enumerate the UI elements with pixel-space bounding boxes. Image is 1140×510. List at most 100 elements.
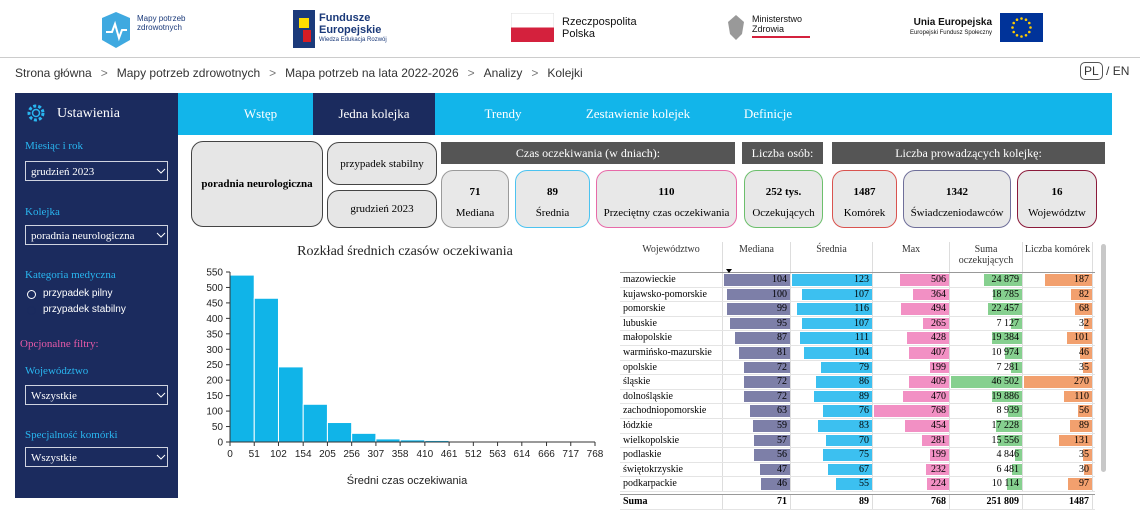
table-cell: dolnośląskie: [620, 390, 723, 404]
table-cell: 19 886: [950, 390, 1023, 404]
table-cell: 100: [723, 288, 791, 302]
table-cell: 68: [1023, 302, 1093, 316]
table-cell: 270: [1023, 375, 1093, 389]
table-cell: świętokrzyskie: [620, 463, 723, 477]
cell-text: 56: [1079, 405, 1089, 416]
breadcrumb-link[interactable]: Mapy potrzeb zdrowotnych: [117, 66, 260, 80]
cell-text: 87: [777, 332, 787, 343]
table-cell: 79: [791, 361, 873, 375]
field-label: Województwo: [25, 365, 88, 377]
column-header[interactable]: Liczba komórek: [1023, 242, 1093, 272]
table-cell: 89: [791, 495, 873, 509]
scrollbar[interactable]: [1101, 244, 1106, 472]
radio[interactable]: [27, 306, 36, 315]
cell-text: 6 481: [997, 464, 1020, 475]
cell-text: 224: [931, 478, 946, 489]
column-header[interactable]: Max: [873, 242, 950, 272]
bar: [303, 404, 327, 442]
cell-text: małopolskie: [623, 332, 672, 343]
section-title: Opcjonalne filtry:: [20, 338, 99, 350]
x-axis-label: Średni czas oczekiwania: [347, 474, 468, 487]
breadcrumb-link[interactable]: Mapa potrzeb na lata 2022-2026: [285, 66, 458, 80]
cell-text: kujawsko-pomorskie: [623, 289, 707, 300]
kpi-value: 110: [597, 186, 736, 198]
breadcrumb-current: Kolejki: [547, 66, 582, 80]
table-cell: 35: [1023, 361, 1093, 375]
select[interactable]: Wszystkie: [25, 447, 168, 467]
tab[interactable]: Definicje: [723, 93, 813, 135]
x-tick-label: 717: [562, 449, 579, 460]
field-label: Kolejka: [25, 206, 60, 218]
table-cell: warmińsko-mazurskie: [620, 346, 723, 360]
tab[interactable]: Zestawienie kolejek: [568, 93, 708, 135]
table-cell: 10 974: [950, 346, 1023, 360]
column-header[interactable]: Suma oczekujących: [950, 242, 1023, 272]
radio[interactable]: [27, 290, 36, 299]
table-cell: 768: [873, 404, 950, 418]
cell-text: zachodniopomorskie: [623, 405, 706, 416]
table-cell: 131: [1023, 434, 1093, 448]
table-cell: 8 939: [950, 404, 1023, 418]
cell-text: 409: [931, 376, 946, 387]
table-cell: wielkopolskie: [620, 434, 723, 448]
breadcrumb-link[interactable]: Analizy: [484, 66, 523, 80]
table-cell: 7 281: [950, 361, 1023, 375]
x-tick-label: 256: [343, 449, 360, 460]
select[interactable]: Wszystkie: [25, 385, 168, 405]
cell-text: 454: [931, 420, 946, 431]
sidebar: Ustawienia Miesiąc i rok grudzień 2023 K…: [15, 93, 178, 498]
table-cell: 454: [873, 419, 950, 433]
table-cell: śląskie: [620, 375, 723, 389]
table-cell: 4 846: [950, 448, 1023, 462]
breadcrumb-link[interactable]: Strona główna: [15, 66, 92, 80]
tab-active[interactable]: Jedna kolejka: [313, 93, 435, 135]
language-option[interactable]: EN: [1113, 64, 1130, 78]
x-tick-label: 358: [392, 449, 409, 460]
table-cell: 83: [791, 419, 873, 433]
x-tick-label: 666: [538, 449, 555, 460]
table-cell: 56: [1023, 404, 1093, 418]
select[interactable]: grudzień 2023: [25, 161, 168, 181]
table-cell: 506: [873, 273, 950, 287]
logo-icon: [98, 10, 134, 50]
table-cell: 76: [791, 404, 873, 418]
table-cell: małopolskie: [620, 331, 723, 345]
cell-text: 110: [1074, 391, 1089, 402]
period-box: grudzień 2023: [327, 190, 437, 228]
y-tick-label: 100: [206, 407, 223, 418]
select-value: Wszystkie: [31, 452, 77, 464]
cell-text: 100: [772, 289, 787, 300]
kpi-value: 16: [1018, 186, 1096, 198]
flag-eu: [1000, 13, 1043, 42]
bar: [278, 367, 303, 442]
cell-text: 72: [777, 391, 787, 402]
column-header[interactable]: Średnia: [791, 242, 873, 272]
table-cell: lubuskie: [620, 317, 723, 331]
kpi-label: Mediana: [442, 207, 508, 219]
cell-text: 407: [931, 347, 946, 358]
table-cell: 81: [723, 346, 791, 360]
cell-text: 32: [1079, 318, 1089, 329]
language-option[interactable]: PL: [1080, 62, 1103, 80]
x-tick-label: 51: [249, 449, 261, 460]
group-header: Liczba osób:: [742, 142, 823, 164]
column-header[interactable]: Województwo: [620, 242, 723, 272]
column-header[interactable]: Mediana: [723, 242, 791, 272]
tab[interactable]: Wstęp: [208, 93, 313, 135]
tab[interactable]: Trendy: [448, 93, 558, 135]
table-cell: 364: [873, 288, 950, 302]
bar: [230, 275, 254, 442]
select[interactable]: poradnia neurologiczna: [25, 225, 168, 245]
cell-text: świętokrzyskie: [623, 464, 683, 475]
kpi-value: 1342: [904, 186, 1010, 198]
x-tick-label: 614: [513, 449, 530, 460]
logo-icon: [725, 12, 747, 42]
cell-text: 19 384: [992, 332, 1020, 343]
